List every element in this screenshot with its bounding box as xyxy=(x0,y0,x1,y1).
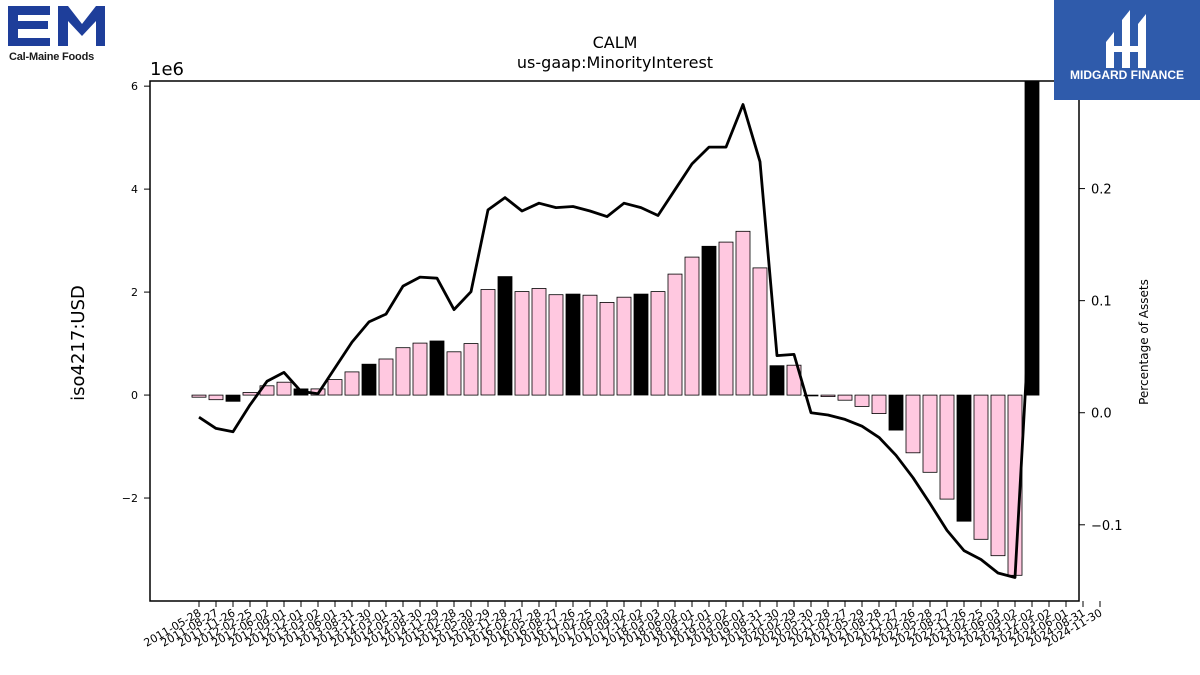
bar xyxy=(565,293,581,396)
midgard-finance-logo: MIDGARD FINANCE xyxy=(1054,0,1200,100)
bar xyxy=(463,343,479,396)
bar xyxy=(803,394,819,397)
bar xyxy=(514,291,530,396)
y2-tick-label: 0.1 xyxy=(1091,295,1112,310)
bar xyxy=(650,291,666,396)
y-tick-label: 6 xyxy=(131,80,138,93)
bar xyxy=(395,347,411,396)
y2-axis: −0.1 0.0 0.1 0.2 xyxy=(1079,183,1123,534)
y2-axis-label: Percentage of Assets xyxy=(1137,279,1151,405)
bar xyxy=(990,394,1006,557)
y-axis: −2 0 2 4 6 xyxy=(122,80,150,505)
bar xyxy=(905,394,921,454)
plot-frame xyxy=(149,80,1080,602)
y-tick-label: 2 xyxy=(131,286,138,299)
bar xyxy=(378,358,394,396)
bar xyxy=(429,340,445,396)
bar xyxy=(837,394,853,401)
y-axis-label: iso4217:USD xyxy=(68,285,89,401)
bar xyxy=(871,394,887,415)
y-tick-label: 4 xyxy=(131,183,138,196)
x-axis: 2011-05-282011-08-272011-11-262012-02-25… xyxy=(142,601,1105,650)
line-layer xyxy=(198,103,1034,579)
bar xyxy=(820,394,836,398)
bar xyxy=(446,351,462,396)
y2-tick-label: 0.0 xyxy=(1091,407,1112,422)
bar xyxy=(599,301,615,396)
cal-maine-logo-text: Cal-Maine Foods xyxy=(9,51,95,63)
y-tick-label: −2 xyxy=(122,492,138,505)
bar xyxy=(854,394,870,407)
bar xyxy=(242,392,258,396)
bar xyxy=(582,294,598,396)
bar xyxy=(497,276,513,396)
bar xyxy=(548,294,564,396)
y-tick-label: 0 xyxy=(131,389,138,402)
cal-maine-em-mark xyxy=(8,6,105,46)
bar xyxy=(752,267,768,396)
bar xyxy=(633,293,649,396)
bar xyxy=(361,363,377,396)
bar xyxy=(344,371,360,396)
bar xyxy=(531,288,547,396)
midgard-finance-mark xyxy=(1106,10,1146,68)
pct-assets-line xyxy=(198,103,1034,579)
bar xyxy=(412,342,428,396)
bar xyxy=(480,289,496,396)
bar xyxy=(973,394,989,540)
chart-subtitle: us-gaap:MinorityInterest xyxy=(517,53,713,72)
bar xyxy=(888,394,904,431)
bar xyxy=(769,365,785,396)
bar xyxy=(667,273,683,396)
cal-maine-logo: Cal-Maine Foods xyxy=(8,6,108,66)
bar xyxy=(225,394,241,402)
chart-title: CALM xyxy=(593,33,638,52)
bar xyxy=(939,394,955,500)
y-offset-label: 1e6 xyxy=(150,59,184,80)
bar xyxy=(684,256,700,396)
bar xyxy=(191,394,207,398)
bar xyxy=(956,394,972,522)
bar xyxy=(616,296,632,396)
bars-layer xyxy=(191,80,1040,576)
bar xyxy=(208,394,224,401)
bar xyxy=(922,394,938,473)
y2-tick-label: 0.2 xyxy=(1091,183,1112,198)
bar xyxy=(701,245,717,396)
y2-tick-label: −0.1 xyxy=(1091,519,1123,534)
bar xyxy=(718,241,734,396)
bar xyxy=(327,379,343,396)
bar xyxy=(735,230,751,396)
midgard-finance-logo-text: MIDGARD FINANCE xyxy=(1070,68,1184,82)
bar xyxy=(276,381,292,396)
